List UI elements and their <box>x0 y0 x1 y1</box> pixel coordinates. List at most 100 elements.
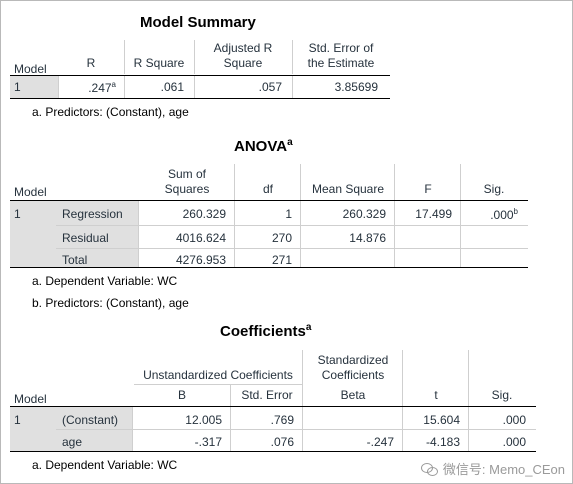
anova-label-cells <box>10 201 138 267</box>
anova-title-sup: a <box>287 137 293 148</box>
anova-vline <box>394 201 395 267</box>
coef-header-b: B <box>177 388 186 402</box>
coef-header-sig: Sig. <box>491 388 513 402</box>
coef-bottom-rule <box>10 451 536 452</box>
ms-model-cell <box>10 76 58 98</box>
coef-row-label: (Constant) <box>62 413 119 427</box>
ms-row-r-sup: a <box>111 80 116 89</box>
anova-header-f: F <box>424 182 432 196</box>
ms-bottom-rule <box>10 98 390 99</box>
coef-row-label: age <box>62 435 83 449</box>
anova-row-sig-wrap: .000b <box>462 207 518 222</box>
anova-header-ss1: Sum of <box>167 167 206 181</box>
ms-header-r: R <box>86 56 96 70</box>
anova-row-ss: 260.329 <box>182 207 226 221</box>
anova-row-ms: 260.329 <box>342 207 386 221</box>
anova-header-ss2: Squares <box>164 182 210 196</box>
coef-note: a. Dependent Variable: WC <box>32 458 178 472</box>
ms-vline <box>292 40 293 74</box>
coef-vline <box>468 407 469 451</box>
anova-row-f: 17.499 <box>415 207 452 221</box>
anova-row-label: Total <box>62 253 88 267</box>
anova-vline <box>460 164 461 200</box>
coef-vline <box>132 407 133 451</box>
anova-note-b: b. Predictors: (Constant), age <box>32 296 189 310</box>
anova-row-label: Regression <box>62 207 123 221</box>
coef-header-std2: Coefficients <box>321 368 385 382</box>
ms-header-rsquare: R Square <box>133 56 185 70</box>
anova-row-divider <box>56 225 528 226</box>
ms-row-rsquare: .061 <box>160 80 184 94</box>
coef-row-divider <box>56 429 536 430</box>
coef-row-b: 12.005 <box>185 413 222 427</box>
anova-vline <box>300 164 301 200</box>
anova-vline <box>460 201 461 267</box>
anova-model-num: 1 <box>14 207 21 221</box>
anova-header-ms: Mean Square <box>311 182 385 196</box>
anova-row-ss: 4276.953 <box>175 253 226 267</box>
anova-row-label: Residual <box>62 231 109 245</box>
ms-vline <box>194 76 195 98</box>
coef-vline <box>402 350 403 406</box>
ms-row-adj: .057 <box>258 80 282 94</box>
anova-row-ss: 4016.624 <box>175 231 226 245</box>
ms-header-adj2: Square <box>223 56 263 70</box>
coef-header-se: Std. Error <box>241 388 293 402</box>
model-summary-title: Model Summary <box>140 14 256 31</box>
coef-row-t: -4.183 <box>425 435 460 449</box>
coef-row-se: .076 <box>270 435 294 449</box>
ms-vline <box>124 40 125 74</box>
anova-note-a: a. Dependent Variable: WC <box>32 274 178 288</box>
anova-vline <box>234 201 235 267</box>
coef-row-se: .769 <box>270 413 294 427</box>
coef-header-subrule <box>134 384 302 385</box>
ms-header-se2: the Estimate <box>307 56 375 70</box>
anova-header-model: Model <box>14 185 47 199</box>
ms-vline <box>124 76 125 98</box>
ms-row-se: 3.85699 <box>334 80 378 94</box>
coef-row-sig: .000 <box>502 435 526 449</box>
anova-vline <box>300 201 301 267</box>
ms-header-rule <box>10 75 390 76</box>
ms-row-r: .247 <box>88 81 112 95</box>
ms-vline <box>58 76 59 98</box>
anova-row-ms: 14.876 <box>349 231 386 245</box>
coef-title: Coefficientsa <box>220 322 311 340</box>
anova-bottom-rule <box>10 267 528 268</box>
coef-row-t: 15.604 <box>423 413 460 427</box>
coef-row-sig: .000 <box>502 413 526 427</box>
anova-row-sig-sup: b <box>513 207 518 216</box>
anova-row-sig: .000 <box>490 208 514 222</box>
anova-row-divider <box>56 248 528 249</box>
anova-row-df: 1 <box>285 207 292 221</box>
coef-header-std1: Standardized <box>317 353 389 367</box>
coef-vline <box>230 407 231 451</box>
anova-vline <box>234 164 235 200</box>
coef-header-rule <box>10 406 536 407</box>
ms-note: a. Predictors: (Constant), age <box>32 105 189 119</box>
anova-header-df: df <box>262 182 273 196</box>
anova-title: ANOVAa <box>234 137 293 155</box>
anova-vline <box>394 164 395 200</box>
ms-header-adj1: Adjusted R <box>213 41 273 55</box>
coef-model-num: 1 <box>14 413 21 427</box>
coef-row-b: -.317 <box>194 435 222 449</box>
anova-row-df: 271 <box>271 253 292 267</box>
watermark-text: 微信号: Memo_CEon <box>442 462 565 477</box>
watermark: 微信号: Memo_CEon <box>420 459 565 478</box>
coef-title-text: Coefficients <box>220 323 306 340</box>
coef-header-model: Model <box>14 392 47 406</box>
coef-vline <box>302 350 303 406</box>
anova-title-text: ANOVA <box>234 138 288 155</box>
ms-row-model: 1 <box>14 80 21 94</box>
coef-vline <box>402 407 403 451</box>
ms-row-r-wrap: .247a <box>60 80 116 95</box>
coef-title-sup: a <box>305 322 312 333</box>
ms-vline <box>292 76 293 98</box>
anova-vline <box>138 201 139 267</box>
ms-vline <box>194 40 195 74</box>
coef-vline <box>302 407 303 451</box>
anova-header-sig: Sig. <box>483 182 505 196</box>
anova-header-rule <box>10 200 528 201</box>
coef-header-unstd: Unstandardized Coefficients <box>143 368 293 382</box>
